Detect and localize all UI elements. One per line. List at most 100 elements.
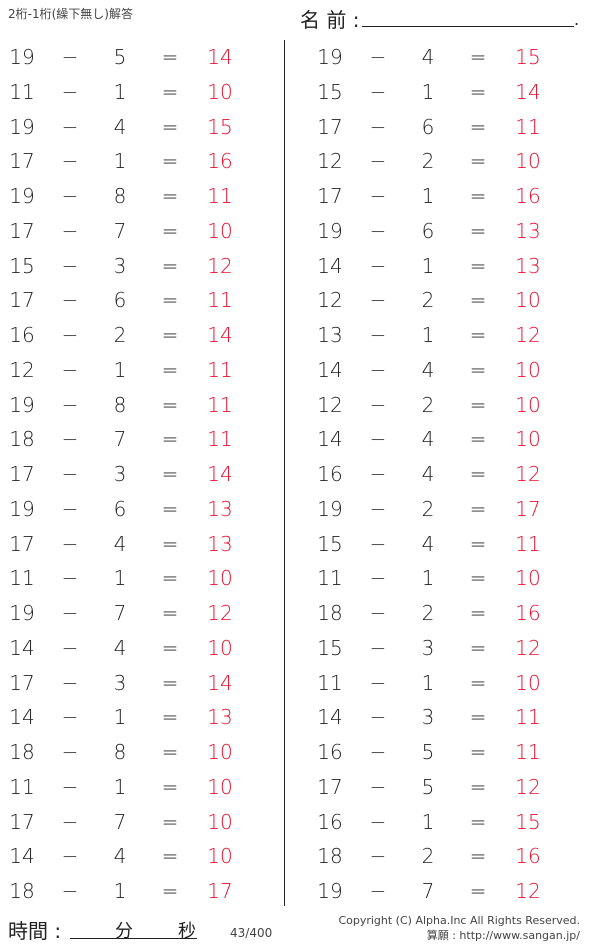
equals-sign: = [469,253,487,278]
minuend: 16 [317,809,343,834]
equals-sign: = [161,635,179,660]
equals-sign: = [469,114,487,139]
minuend: 19 [317,218,343,243]
answer: 15 [207,114,233,139]
minus-sign: − [369,531,387,556]
minus-sign: − [61,879,79,903]
copyright-text: Copyright (C) Alpha.Inc All Rights Reser… [338,914,580,927]
seconds-label: 秒 [178,921,196,942]
answer: 14 [515,79,541,104]
minuend: 15 [9,253,35,278]
answer: 17 [515,496,541,521]
subtrahend: 2 [421,844,435,869]
subtrahend: 1 [113,774,127,799]
minus-sign: − [369,601,387,625]
subtrahend: 7 [113,809,127,834]
minuend: 14 [317,357,343,382]
subtrahend: 1 [113,79,127,104]
subtrahend: 1 [113,566,127,591]
minus-sign: − [369,427,387,452]
name-label: 名 前 : [300,8,360,32]
minus-sign: − [61,774,79,799]
minuend: 12 [317,288,343,313]
subtrahend: 4 [421,427,435,452]
subtrahend: 1 [421,670,435,695]
subtrahend: 1 [421,253,435,278]
answer: 14 [207,462,233,486]
minus-sign: − [61,705,79,730]
minuend: 19 [9,392,35,417]
minuend: 12 [317,149,343,174]
minus-sign: − [61,323,79,347]
answer: 15 [515,45,541,69]
minuend: 18 [9,740,35,764]
equals-sign: = [469,809,487,834]
minuend: 15 [317,79,343,104]
subtrahend: 4 [421,45,435,69]
subtrahend: 2 [421,288,435,313]
answer: 11 [515,705,541,730]
equals-sign: = [469,844,487,869]
subtrahend: 3 [113,670,127,695]
subtrahend: 1 [421,79,435,104]
subtrahend: 1 [421,809,435,834]
minus-sign: − [61,253,79,278]
subtrahend: 4 [113,531,127,556]
minus-sign: − [369,79,387,104]
answer: 10 [207,79,233,104]
minus-sign: − [369,879,387,903]
subtrahend: 2 [421,496,435,521]
subtrahend: 2 [421,601,435,625]
answer: 10 [207,740,233,764]
equals-sign: = [469,705,487,730]
site-url: 算願 : http://www.sangan.jp/ [426,929,580,942]
answer: 14 [207,323,233,347]
subtrahend: 3 [113,253,127,278]
equals-sign: = [161,462,179,486]
minuend: 17 [317,774,343,799]
answer: 10 [515,670,541,695]
minus-sign: − [369,635,387,660]
minus-sign: − [61,670,79,695]
minus-sign: − [61,462,79,486]
minus-sign: − [369,323,387,347]
minuend: 19 [317,45,343,69]
subtrahend: 5 [421,740,435,764]
minus-sign: − [369,566,387,591]
minuend: 11 [9,774,35,799]
page-number: 43/400 [230,926,273,940]
equals-sign: = [469,531,487,556]
minus-sign: − [369,392,387,417]
equals-sign: = [469,496,487,521]
equals-sign: = [161,531,179,556]
time-label: 時間 : [8,919,62,943]
minuend: 18 [9,879,35,903]
minus-sign: − [61,45,79,69]
subtrahend: 1 [421,566,435,591]
equals-sign: = [161,218,179,243]
subtrahend: 6 [421,114,435,139]
minus-sign: − [369,357,387,382]
minus-sign: − [61,288,79,313]
minuend: 13 [317,323,343,347]
answer: 13 [207,496,233,521]
minuend: 16 [9,323,35,347]
equals-sign: = [161,114,179,139]
minuend: 17 [9,218,35,243]
subtrahend: 7 [113,427,127,452]
subtrahend: 3 [421,705,435,730]
subtrahend: 4 [113,635,127,660]
minus-sign: − [61,566,79,591]
subtrahend: 1 [113,879,127,903]
minuend: 11 [317,670,343,695]
equals-sign: = [161,427,179,452]
equals-sign: = [161,149,179,174]
subtrahend: 3 [113,462,127,486]
minuend: 17 [9,288,35,313]
minus-sign: − [61,740,79,764]
answer: 13 [207,531,233,556]
minuend: 17 [317,184,343,208]
answer: 12 [515,635,541,660]
answer: 12 [515,323,541,347]
equals-sign: = [161,392,179,417]
